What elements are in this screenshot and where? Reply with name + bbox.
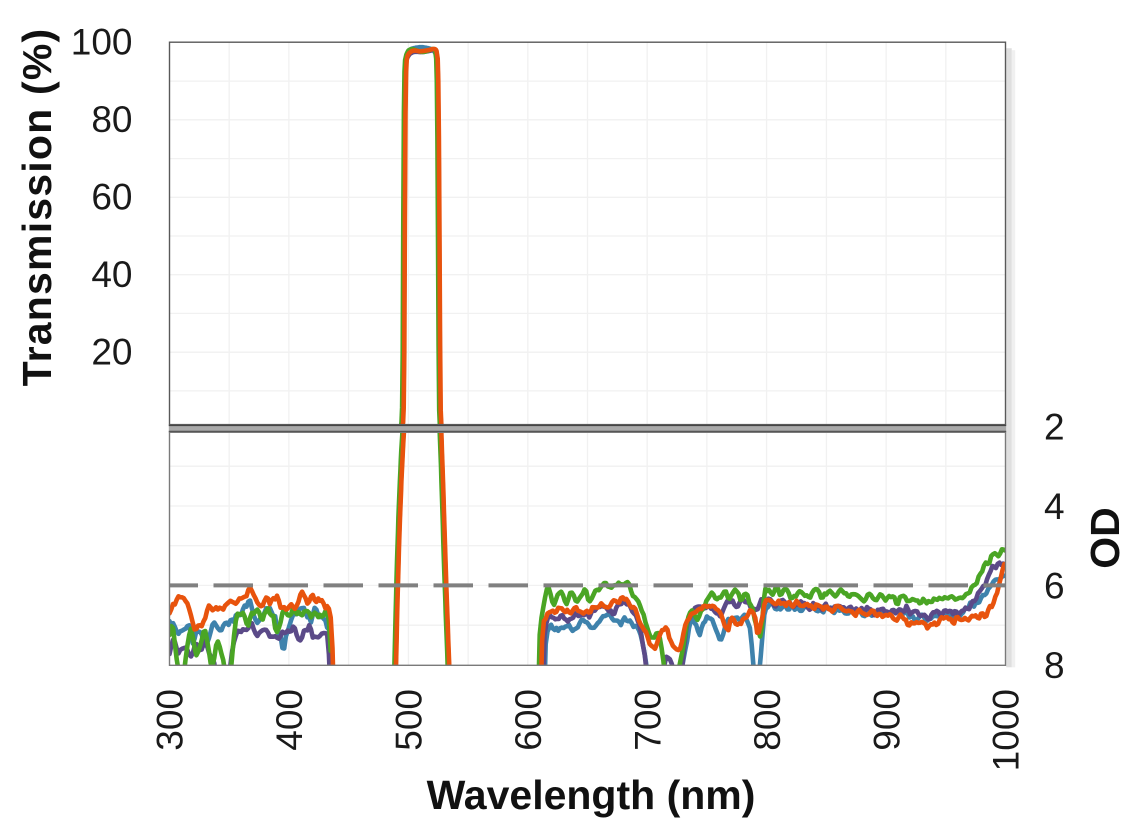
svg-text:80: 80 (91, 99, 132, 140)
svg-text:900: 900 (866, 689, 907, 751)
svg-text:8: 8 (1044, 645, 1065, 686)
svg-text:800: 800 (747, 689, 788, 751)
svg-text:600: 600 (508, 689, 549, 751)
svg-text:2: 2 (1044, 407, 1065, 448)
svg-text:100: 100 (71, 22, 133, 63)
svg-text:OD: OD (1082, 507, 1128, 569)
svg-text:6: 6 (1044, 566, 1065, 607)
svg-text:1000: 1000 (986, 689, 1027, 771)
svg-text:4: 4 (1044, 486, 1065, 527)
svg-text:60: 60 (91, 177, 132, 218)
svg-text:700: 700 (627, 689, 668, 751)
svg-text:400: 400 (269, 689, 310, 751)
svg-text:20: 20 (91, 331, 132, 372)
svg-text:500: 500 (389, 689, 430, 751)
svg-text:Transmission (%): Transmission (%) (14, 28, 60, 387)
svg-text:300: 300 (150, 689, 191, 751)
svg-text:Wavelength (nm): Wavelength (nm) (427, 772, 756, 818)
svg-text:40: 40 (91, 254, 132, 295)
